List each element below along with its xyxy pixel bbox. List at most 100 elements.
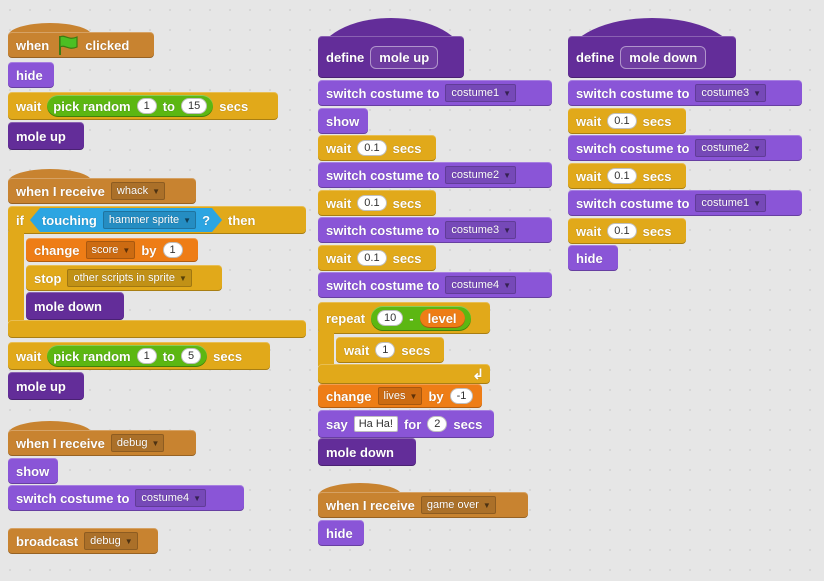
dropdown[interactable]: debug [110, 434, 165, 452]
dropdown[interactable]: score [85, 241, 136, 259]
variable-reporter: level [419, 308, 465, 328]
script-block[interactable]: mole up [8, 372, 84, 400]
script-block[interactable]: hide [568, 245, 618, 271]
dropdown[interactable]: costume1 [695, 194, 767, 212]
c-block-bottom [318, 364, 490, 384]
block-text: mole down [326, 444, 394, 460]
green-flag-icon [59, 35, 78, 55]
dropdown[interactable]: costume2 [695, 139, 767, 157]
block-text: switch costume to [576, 85, 690, 101]
number-input[interactable]: 0.1 [607, 168, 637, 184]
reporter-block: pick random 1 to 5 [47, 345, 208, 367]
block-text: define [326, 49, 365, 65]
script-block[interactable]: switch costume to costume3 [568, 80, 802, 106]
script-block[interactable]: if touching hammer sprite? then [8, 206, 306, 234]
number-input[interactable]: -1 [449, 388, 474, 404]
block-text: switch costume to [576, 140, 690, 156]
dropdown[interactable]: costume1 [445, 84, 517, 102]
script-block[interactable]: show [8, 458, 58, 484]
script-block[interactable]: wait 0.1 secs [318, 245, 436, 271]
number-input[interactable]: 15 [181, 98, 208, 114]
dropdown[interactable]: costume4 [135, 489, 207, 507]
block-text: change [34, 242, 80, 258]
block-text: mole up [16, 128, 66, 144]
block-text: wait [576, 113, 602, 129]
script-block[interactable]: switch costume to costume1 [318, 80, 552, 106]
script-block[interactable]: mole down [26, 292, 124, 320]
script-block[interactable]: hide [8, 62, 54, 88]
script-block[interactable]: when I receive whack [8, 169, 196, 204]
block-text: secs [453, 416, 483, 432]
block-text: say [326, 416, 348, 432]
script-block[interactable]: switch costume to costume2 [568, 135, 802, 161]
script-block[interactable]: mole down [318, 438, 416, 466]
number-input[interactable]: 1 [162, 242, 183, 258]
script-block[interactable]: wait pick random 1 to 15 secs [8, 92, 278, 120]
block-text: for [403, 416, 422, 432]
dropdown[interactable]: game over [420, 496, 496, 514]
script-block[interactable]: change scoreby 1 [26, 238, 198, 262]
text-input[interactable]: Ha Ha! [353, 416, 398, 432]
block-text: hide [576, 250, 603, 266]
number-input[interactable]: 5 [181, 348, 202, 364]
block-text: wait [16, 98, 42, 114]
script-block[interactable]: when clicked [8, 23, 154, 58]
script-block[interactable]: when I receive game over [318, 483, 528, 518]
script-block[interactable]: switch costume to costume4 [318, 272, 552, 298]
number-input[interactable]: 0.1 [357, 195, 387, 211]
script-block[interactable]: show [318, 108, 368, 134]
number-input[interactable]: 0.1 [607, 223, 637, 239]
number-input[interactable]: 2 [427, 416, 448, 432]
block-text: pick random [53, 98, 131, 114]
block-text: level [427, 310, 457, 326]
script-block[interactable]: define mole down [568, 18, 736, 78]
script-block[interactable]: switch costume to costume1 [568, 190, 802, 216]
script-block[interactable]: wait pick random 1 to 5 secs [8, 342, 270, 370]
block-text: secs [219, 98, 249, 114]
script-block[interactable]: wait 0.1 secs [318, 190, 436, 216]
script-block[interactable]: broadcast debug [8, 528, 158, 554]
script-block[interactable]: when I receive debug [8, 421, 196, 456]
script-block[interactable]: stop other scripts in sprite [26, 265, 222, 291]
script-block[interactable]: mole up [8, 122, 84, 150]
script-block[interactable]: wait 0.1 secs [568, 163, 686, 189]
dropdown[interactable]: debug [84, 532, 138, 550]
block-text: if [16, 212, 24, 228]
number-input[interactable]: 0.1 [357, 140, 387, 156]
number-input[interactable]: 0.1 [357, 250, 387, 266]
custom-block-label: mole down [620, 45, 707, 69]
block-text: repeat [326, 310, 366, 326]
script-block[interactable]: switch costume to costume4 [8, 485, 244, 511]
number-input[interactable]: 1 [136, 348, 157, 364]
block-text: switch costume to [16, 490, 130, 506]
dropdown[interactable]: costume4 [445, 276, 517, 294]
number-input[interactable]: 1 [136, 98, 157, 114]
script-block[interactable]: wait 0.1 secs [568, 108, 686, 134]
number-input[interactable]: 0.1 [607, 113, 637, 129]
boolean-block: touching hammer sprite? [30, 208, 222, 232]
dropdown[interactable]: hammer sprite [103, 211, 196, 229]
script-block[interactable]: hide [318, 520, 364, 546]
block-text: pick random [53, 348, 131, 364]
block-text: mole up [16, 378, 66, 394]
dropdown[interactable]: costume2 [445, 166, 517, 184]
script-block[interactable]: wait 0.1 secs [568, 218, 686, 244]
dropdown[interactable]: other scripts in sprite [67, 269, 192, 287]
script-block[interactable]: switch costume to costume3 [318, 217, 552, 243]
dropdown[interactable]: whack [110, 182, 165, 200]
block-text: when [16, 37, 50, 53]
number-input[interactable]: 10 [377, 310, 404, 326]
script-block[interactable]: change livesby -1 [318, 384, 482, 408]
script-block[interactable]: wait 0.1 secs [318, 135, 436, 161]
block-text: wait [576, 168, 602, 184]
script-block[interactable]: switch costume to costume2 [318, 162, 552, 188]
script-block[interactable]: wait 1 secs [336, 337, 444, 363]
dropdown[interactable]: costume3 [695, 84, 767, 102]
script-block[interactable]: say Ha Ha! for 2 secs [318, 410, 494, 438]
dropdown[interactable]: costume3 [445, 221, 517, 239]
script-block[interactable]: repeat 10- level [318, 302, 490, 334]
number-input[interactable]: 1 [375, 342, 396, 358]
dropdown[interactable]: lives [377, 387, 423, 405]
script-block[interactable]: define mole up [318, 18, 464, 78]
